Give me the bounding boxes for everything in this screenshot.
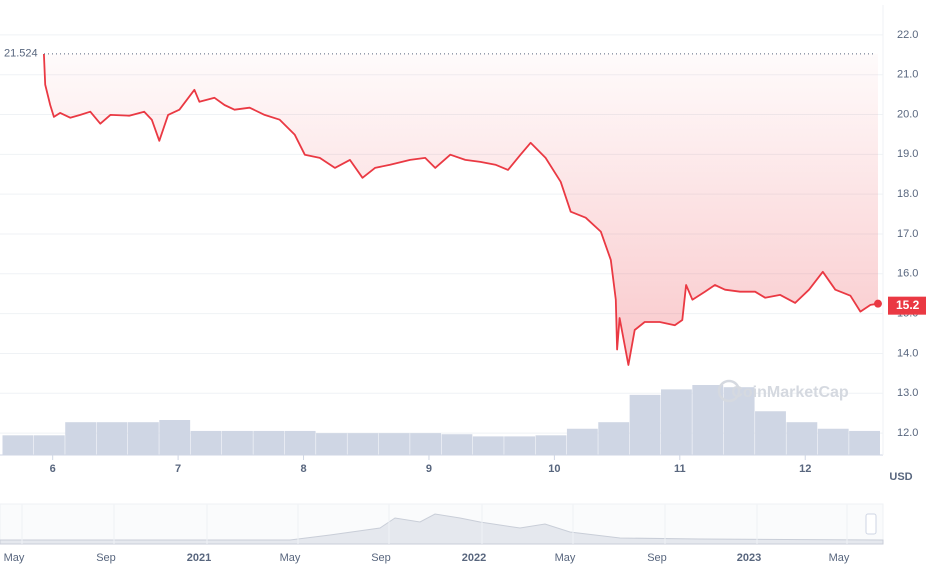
volume-bar [817,428,849,455]
watermark: CoinMarketCap [731,384,849,401]
volume-bar [127,422,159,455]
volume-bar [190,430,222,455]
volume-bar [33,435,65,455]
volume-bar [347,433,379,455]
area [43,53,878,366]
x-tick-label: 10 [548,463,560,475]
navigator-label: May [280,552,301,564]
price-line [43,53,879,366]
volume-bar [535,435,567,455]
volume-bar [660,389,692,455]
y-tick-label: 21.0 [897,69,918,81]
x-tick-label: 12 [799,463,811,475]
x-tick-label: 8 [300,463,306,475]
navigator-label: May [829,552,850,564]
volume-bar [849,430,880,455]
volume-bar [222,430,253,455]
navigator-label: 2023 [737,552,761,564]
volume-bar [692,385,724,455]
volume-bar [629,394,661,455]
volume-bar [316,433,347,455]
y-tick-label: 12.0 [897,427,918,439]
current-label: 15.2 [896,298,920,312]
volume-bar [378,433,410,455]
volume-bar [159,420,191,455]
volume-bar [786,422,818,455]
volume-bar [755,411,786,455]
volume-bar [472,436,504,455]
volume-bar [253,430,285,455]
volume-bar [598,422,630,455]
y-tick-label: 13.0 [897,387,918,399]
navigator-label: May [4,552,25,564]
volume-bar [566,428,598,455]
y-tick-label: 17.0 [897,228,918,240]
navigator-label: 2021 [187,552,211,564]
y-tick-label: 19.0 [897,148,918,160]
start-label: 21.524 [4,48,38,60]
y-tick-label: 16.0 [897,268,918,280]
navigator-label: 2022 [462,552,486,564]
y-axis-unit: USD [889,471,912,483]
y-tick-label: 22.0 [897,29,918,41]
volume-bar [284,430,316,455]
navigator-area [0,513,884,545]
volume-bar [504,436,536,455]
navigator-label: Sep [96,552,116,564]
volume-bar [96,422,128,455]
navigator-label: Sep [371,552,391,564]
volume-bar [65,422,97,455]
volume-bar [410,433,441,455]
last-point [873,299,882,308]
x-tick-label: 9 [426,463,432,475]
y-tick-label: 18.0 [897,188,918,200]
navigator-handle[interactable] [865,513,877,535]
y-tick-label: 14.0 [897,347,918,359]
y-tick-label: 20.0 [897,108,918,120]
x-tick-label: 6 [50,463,56,475]
x-tick-label: 7 [175,463,181,475]
navigator-label: May [555,552,576,564]
x-tick-label: 11 [674,463,686,475]
current-badge [888,296,926,315]
volume-bar [2,435,34,455]
volume-bar [441,434,473,455]
navigator-label: Sep [647,552,667,564]
watermark-logo [717,379,741,403]
volume-bar [723,387,755,455]
